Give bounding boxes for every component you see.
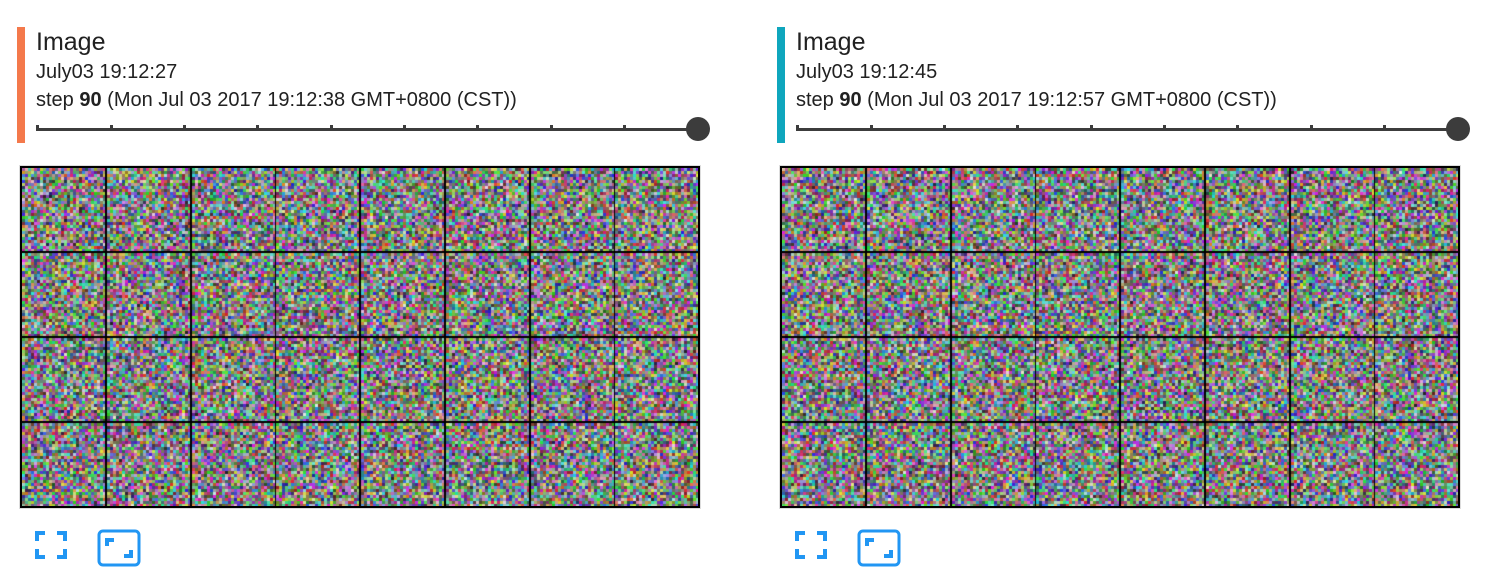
fullscreen-icon xyxy=(35,531,67,559)
card-title: Image xyxy=(796,28,866,56)
run-name: July03 19:12:27 xyxy=(36,61,178,83)
image-controls xyxy=(35,529,155,569)
slider-knob[interactable] xyxy=(686,117,710,141)
actual-size-button[interactable] xyxy=(97,529,141,569)
slider-tick xyxy=(1310,125,1313,131)
slider-track[interactable] xyxy=(36,128,698,131)
slider-tick xyxy=(1163,125,1166,131)
slider-tick xyxy=(550,125,553,131)
slider-tick xyxy=(943,125,946,131)
slider-tick xyxy=(256,125,259,131)
step-timestamp: (Mon Jul 03 2017 19:12:57 GMT+0800 (CST)… xyxy=(861,89,1277,111)
step-slider[interactable] xyxy=(796,117,1470,141)
slider-tick xyxy=(1236,125,1239,131)
slider-tick xyxy=(330,125,333,131)
fullscreen-button[interactable] xyxy=(35,529,75,569)
slider-tick xyxy=(403,125,406,131)
slider-tick xyxy=(623,125,626,131)
step-timestamp: (Mon Jul 03 2017 19:12:38 GMT+0800 (CST)… xyxy=(101,89,517,111)
slider-tick xyxy=(1090,125,1093,131)
card-header: Image July03 19:12:45 step 90 (Mon Jul 0… xyxy=(777,27,1477,143)
step-info: step 90 (Mon Jul 03 2017 19:12:38 GMT+08… xyxy=(36,88,517,112)
image-card-right: Image July03 19:12:45 step 90 (Mon Jul 0… xyxy=(777,27,1477,572)
card-title: Image xyxy=(36,28,106,56)
step-slider[interactable] xyxy=(36,117,710,141)
slider-track[interactable] xyxy=(796,128,1458,131)
step-info: step 90 (Mon Jul 03 2017 19:12:57 GMT+08… xyxy=(796,88,1277,112)
fullscreen-icon xyxy=(795,531,827,559)
noise-image xyxy=(22,168,698,506)
noise-image xyxy=(782,168,1458,506)
slider-tick xyxy=(183,125,186,131)
run-name: July03 19:12:45 xyxy=(796,61,938,83)
image-grid xyxy=(779,165,1461,509)
step-number: 90 xyxy=(79,89,102,111)
card-header: Image July03 19:12:27 step 90 (Mon Jul 0… xyxy=(17,27,717,143)
slider-tick xyxy=(1016,125,1019,131)
slider-tick xyxy=(1383,125,1386,131)
fullscreen-button[interactable] xyxy=(795,529,835,569)
slider-tick xyxy=(36,125,39,131)
image-card-left: Image July03 19:12:27 step 90 (Mon Jul 0… xyxy=(17,27,717,572)
run-color-bar xyxy=(17,27,25,143)
step-prefix: step xyxy=(796,89,840,111)
slider-tick xyxy=(870,125,873,131)
slider-tick xyxy=(796,125,799,131)
step-prefix: step xyxy=(36,89,80,111)
image-controls xyxy=(795,529,915,569)
slider-knob[interactable] xyxy=(1446,117,1470,141)
run-color-bar xyxy=(777,27,785,143)
actual-size-button[interactable] xyxy=(857,529,901,569)
image-grid xyxy=(19,165,701,509)
slider-tick xyxy=(110,125,113,131)
actual-size-icon xyxy=(857,529,901,567)
step-number: 90 xyxy=(839,89,862,111)
slider-tick xyxy=(476,125,479,131)
actual-size-icon xyxy=(97,529,141,567)
